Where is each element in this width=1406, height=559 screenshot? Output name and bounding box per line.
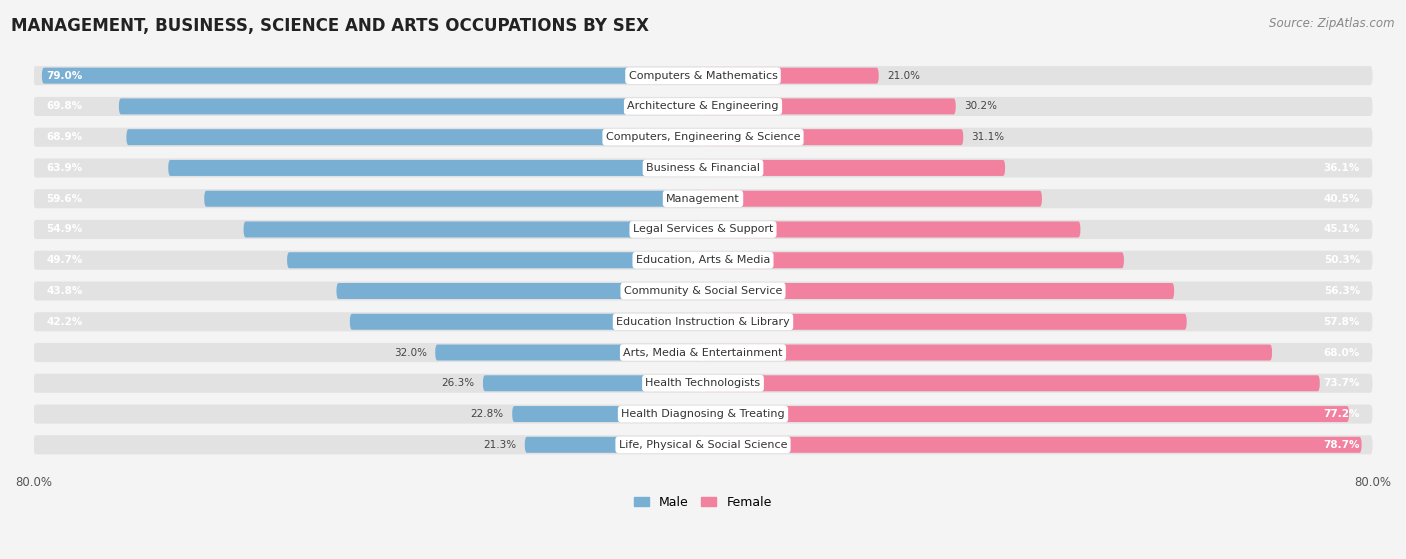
FancyBboxPatch shape [512, 406, 703, 422]
FancyBboxPatch shape [703, 129, 963, 145]
FancyBboxPatch shape [120, 98, 703, 115]
FancyBboxPatch shape [350, 314, 703, 330]
Text: 68.0%: 68.0% [1323, 348, 1360, 358]
FancyBboxPatch shape [34, 343, 1372, 362]
FancyBboxPatch shape [34, 158, 1372, 178]
Text: 63.9%: 63.9% [46, 163, 82, 173]
Text: Life, Physical & Social Science: Life, Physical & Social Science [619, 440, 787, 450]
Text: 57.8%: 57.8% [1323, 317, 1360, 327]
FancyBboxPatch shape [703, 68, 879, 84]
Text: 40.5%: 40.5% [1323, 194, 1360, 203]
Text: Arts, Media & Entertainment: Arts, Media & Entertainment [623, 348, 783, 358]
FancyBboxPatch shape [243, 221, 703, 238]
FancyBboxPatch shape [703, 406, 1350, 422]
FancyBboxPatch shape [524, 437, 703, 453]
FancyBboxPatch shape [34, 220, 1372, 239]
Text: 42.2%: 42.2% [46, 317, 83, 327]
FancyBboxPatch shape [34, 312, 1372, 331]
FancyBboxPatch shape [482, 375, 703, 391]
FancyBboxPatch shape [34, 189, 1372, 209]
FancyBboxPatch shape [703, 98, 956, 115]
Text: Health Diagnosing & Treating: Health Diagnosing & Treating [621, 409, 785, 419]
Text: 50.3%: 50.3% [1323, 255, 1360, 265]
Text: 30.2%: 30.2% [965, 101, 997, 111]
Text: 26.3%: 26.3% [441, 378, 475, 389]
FancyBboxPatch shape [34, 374, 1372, 393]
Text: Community & Social Service: Community & Social Service [624, 286, 782, 296]
FancyBboxPatch shape [34, 127, 1372, 146]
Text: 78.7%: 78.7% [1323, 440, 1360, 450]
Text: 43.8%: 43.8% [46, 286, 83, 296]
Text: Legal Services & Support: Legal Services & Support [633, 225, 773, 234]
Text: Business & Financial: Business & Financial [645, 163, 761, 173]
FancyBboxPatch shape [703, 314, 1187, 330]
FancyBboxPatch shape [703, 437, 1361, 453]
Text: 36.1%: 36.1% [1323, 163, 1360, 173]
FancyBboxPatch shape [34, 282, 1372, 301]
FancyBboxPatch shape [34, 250, 1372, 270]
Text: 32.0%: 32.0% [394, 348, 427, 358]
FancyBboxPatch shape [34, 66, 1372, 85]
Text: Computers & Mathematics: Computers & Mathematics [628, 70, 778, 80]
FancyBboxPatch shape [204, 191, 703, 207]
FancyBboxPatch shape [127, 129, 703, 145]
Text: 77.2%: 77.2% [1323, 409, 1360, 419]
Text: Education, Arts & Media: Education, Arts & Media [636, 255, 770, 265]
FancyBboxPatch shape [703, 160, 1005, 176]
Text: 73.7%: 73.7% [1323, 378, 1360, 389]
Text: MANAGEMENT, BUSINESS, SCIENCE AND ARTS OCCUPATIONS BY SEX: MANAGEMENT, BUSINESS, SCIENCE AND ARTS O… [11, 17, 650, 35]
FancyBboxPatch shape [169, 160, 703, 176]
Text: 56.3%: 56.3% [1323, 286, 1360, 296]
FancyBboxPatch shape [703, 375, 1320, 391]
FancyBboxPatch shape [703, 252, 1123, 268]
FancyBboxPatch shape [703, 283, 1174, 299]
Text: Computers, Engineering & Science: Computers, Engineering & Science [606, 132, 800, 142]
Text: 79.0%: 79.0% [46, 70, 83, 80]
FancyBboxPatch shape [703, 191, 1042, 207]
FancyBboxPatch shape [436, 344, 703, 361]
Text: Health Technologists: Health Technologists [645, 378, 761, 389]
Text: Management: Management [666, 194, 740, 203]
Text: Architecture & Engineering: Architecture & Engineering [627, 101, 779, 111]
Text: 59.6%: 59.6% [46, 194, 82, 203]
Legend: Male, Female: Male, Female [630, 491, 776, 514]
Text: Education Instruction & Library: Education Instruction & Library [616, 317, 790, 327]
FancyBboxPatch shape [34, 97, 1372, 116]
Text: 31.1%: 31.1% [972, 132, 1005, 142]
FancyBboxPatch shape [336, 283, 703, 299]
FancyBboxPatch shape [703, 344, 1272, 361]
Text: 54.9%: 54.9% [46, 225, 83, 234]
Text: 21.3%: 21.3% [484, 440, 516, 450]
Text: 49.7%: 49.7% [46, 255, 83, 265]
Text: 45.1%: 45.1% [1323, 225, 1360, 234]
Text: 22.8%: 22.8% [471, 409, 503, 419]
Text: Source: ZipAtlas.com: Source: ZipAtlas.com [1270, 17, 1395, 30]
Text: 68.9%: 68.9% [46, 132, 82, 142]
Text: 69.8%: 69.8% [46, 101, 82, 111]
FancyBboxPatch shape [42, 68, 703, 84]
FancyBboxPatch shape [34, 405, 1372, 424]
Text: 21.0%: 21.0% [887, 70, 920, 80]
FancyBboxPatch shape [703, 221, 1080, 238]
FancyBboxPatch shape [287, 252, 703, 268]
FancyBboxPatch shape [34, 435, 1372, 454]
